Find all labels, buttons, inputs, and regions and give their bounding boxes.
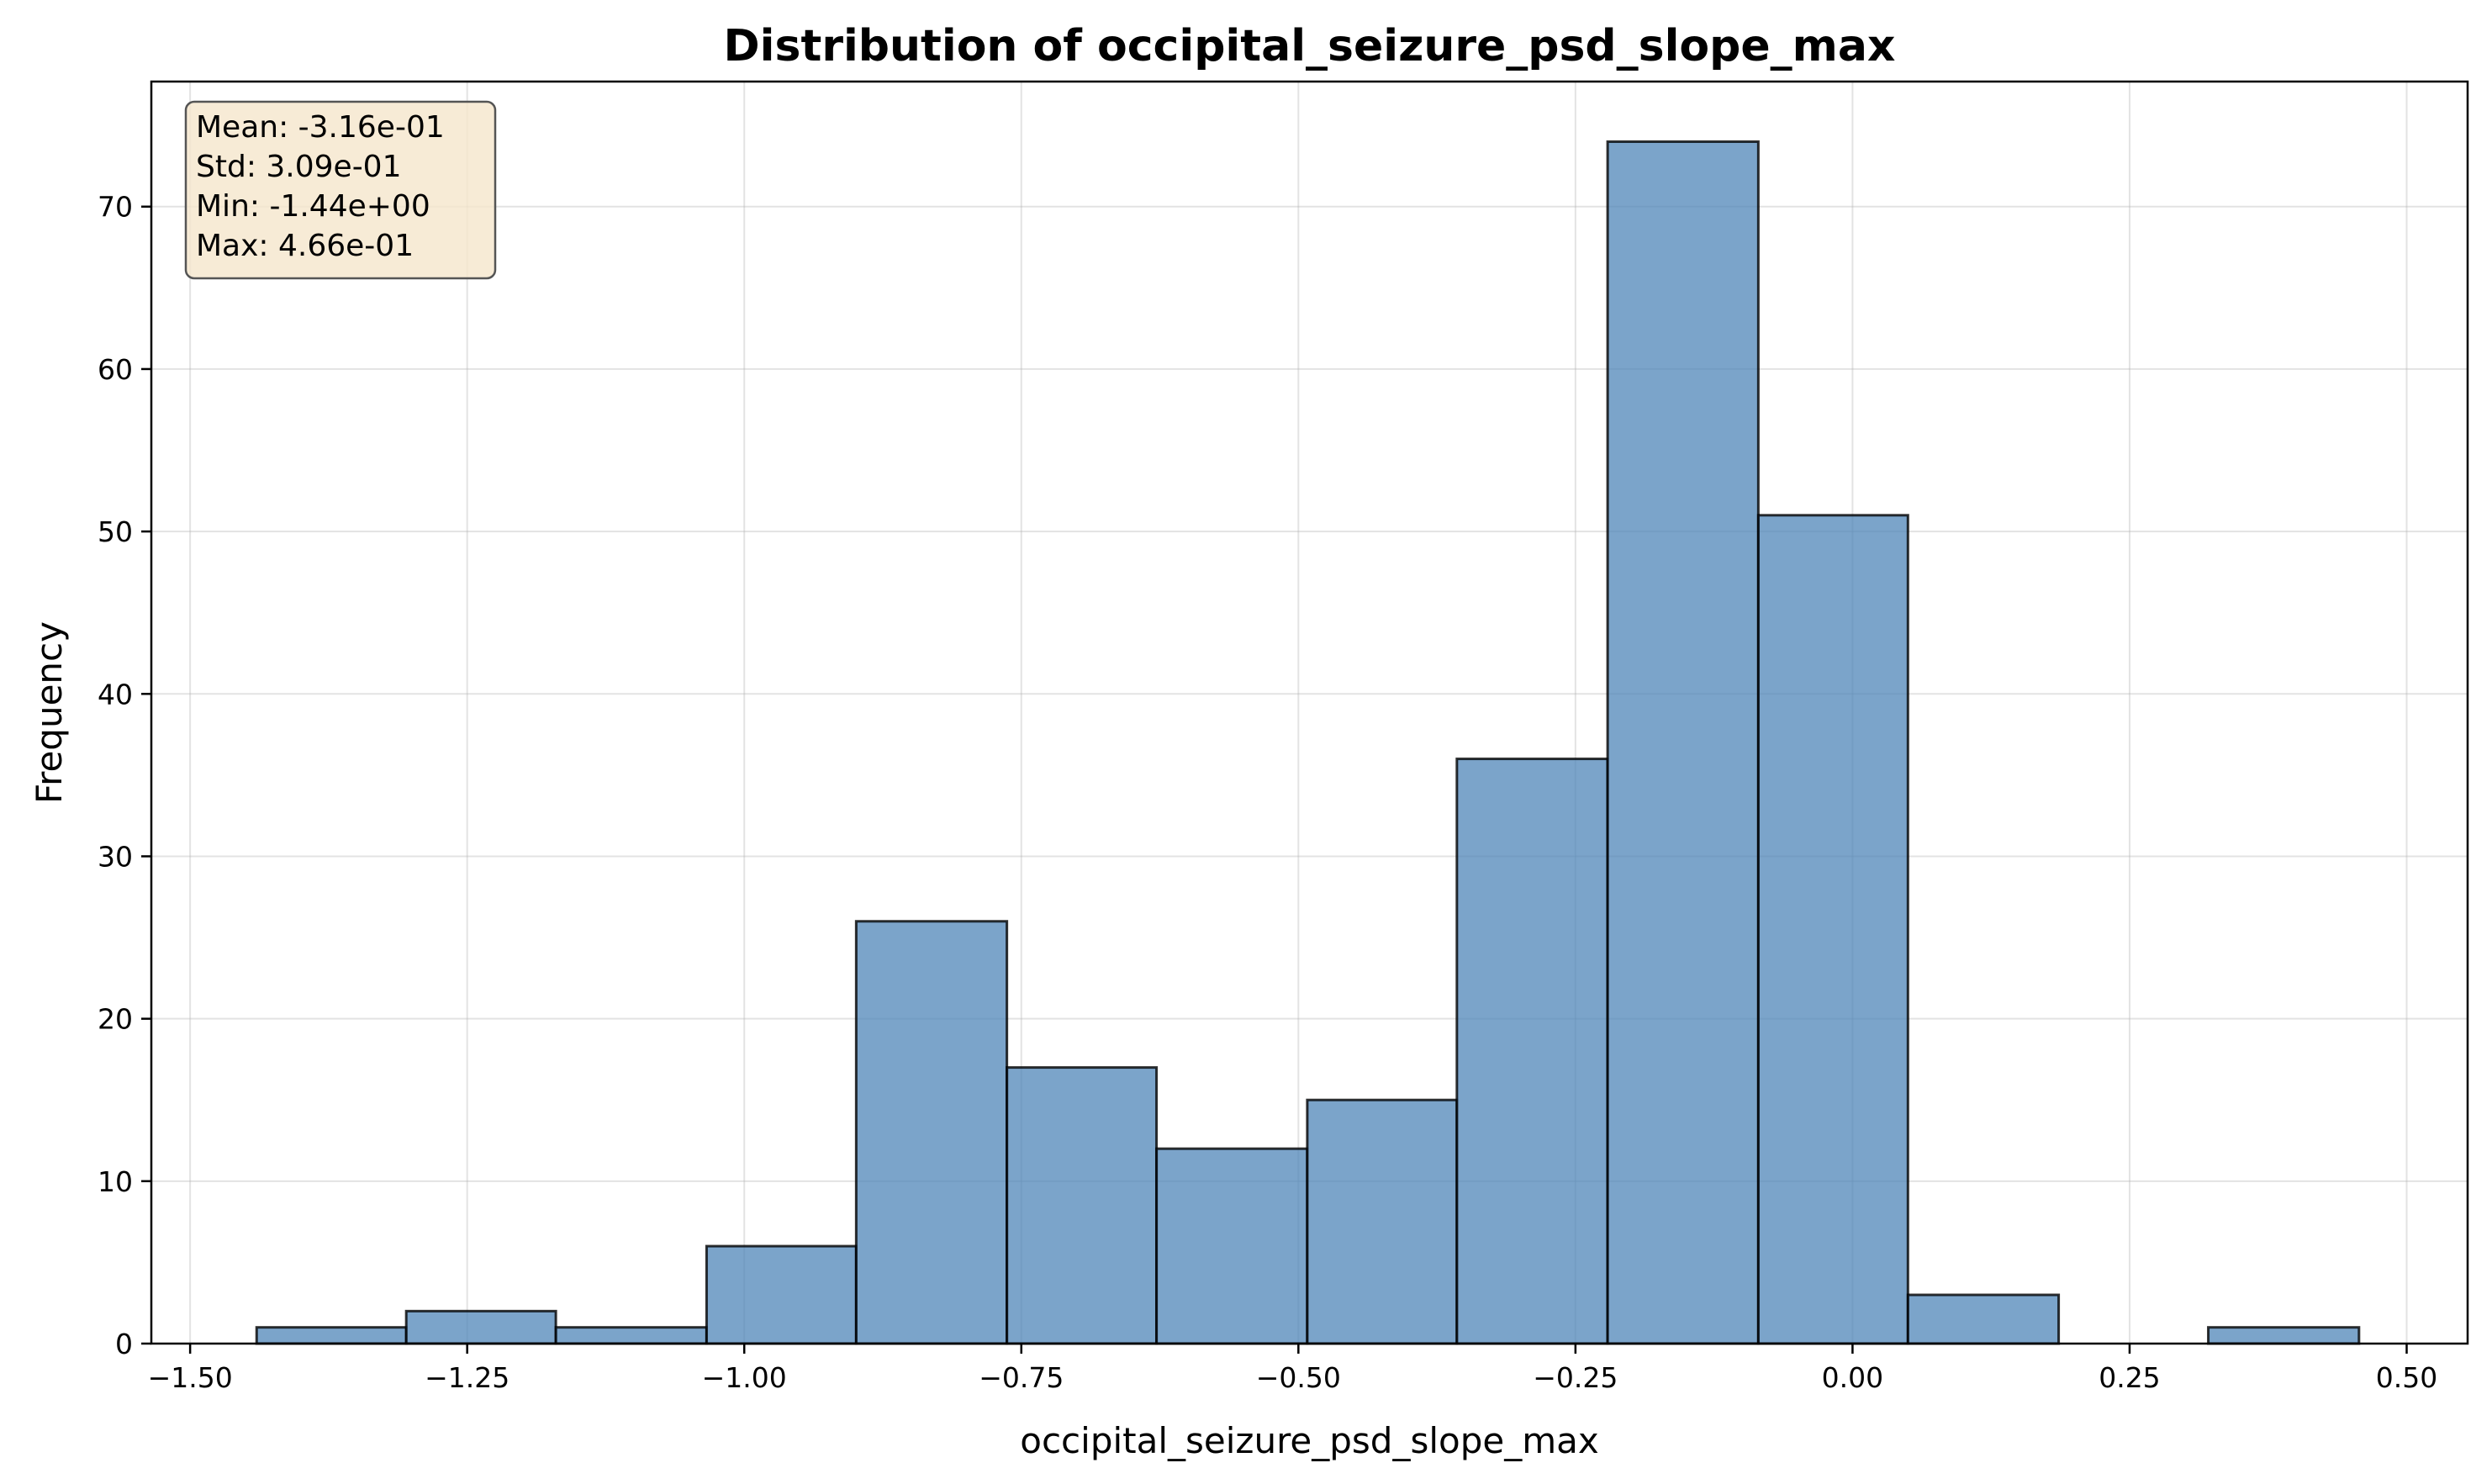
y-tick-label: 0 [115, 1328, 133, 1360]
histogram-bar [705, 1244, 858, 1345]
x-tick-label: −0.75 [979, 1361, 1064, 1394]
stats-max: Max: 4.66e-01 [196, 229, 414, 263]
x-tick-label: −1.50 [148, 1361, 233, 1394]
x-axis-label: occipital_seizure_psd_slope_max [1020, 1420, 1598, 1461]
y-axis-label: Frequency [29, 621, 70, 804]
x-tick-label: −1.00 [702, 1361, 787, 1394]
histogram-bar [1155, 1147, 1309, 1345]
x-tick-label: 0.00 [1822, 1361, 1883, 1394]
y-tick-label: 70 [98, 191, 133, 224]
histogram-bar [2207, 1326, 2361, 1345]
grid-lines [151, 82, 2468, 1344]
histogram-bar [404, 1309, 557, 1345]
stats-std: Std: 3.09e-01 [196, 150, 402, 184]
stats-mean: Mean: -3.16e-01 [196, 110, 445, 145]
histogram-bar [1906, 1293, 2061, 1345]
histogram-bar [1306, 1098, 1459, 1345]
x-tick-label: −1.25 [425, 1361, 509, 1394]
y-tick-label: 10 [98, 1165, 133, 1198]
histogram-bar [1455, 758, 1609, 1345]
x-tick-label: 0.25 [2099, 1361, 2160, 1394]
y-tick-label: 60 [98, 353, 133, 386]
histogram-bar [1756, 514, 1909, 1345]
histogram-bar [255, 1326, 408, 1345]
histogram-bar [1006, 1066, 1159, 1345]
histogram-bar [854, 920, 1009, 1345]
x-tick-label: −0.50 [1256, 1361, 1341, 1394]
y-tick-label: 40 [98, 678, 133, 710]
x-axis-ticks: −1.50 −1.25 −1.00 −0.75 −0.50 −0.25 0.00 0.25 0.… [148, 1344, 2437, 1394]
stats-min: Min: -1.44e+00 [196, 189, 430, 224]
stats-box-background [184, 100, 497, 280]
chart-title: Distribution of occipital_seizure_psd_sl… [724, 21, 1896, 71]
stats-box: Mean: -3.16e-01 Std: 3.09e-01 Min: -1.44… [184, 100, 497, 280]
y-tick-label: 20 [98, 1003, 133, 1036]
histogram-bars [255, 140, 2361, 1345]
y-tick-label: 50 [98, 515, 133, 548]
x-tick-label: −0.25 [1533, 1361, 1618, 1394]
x-tick-label: 0.50 [2376, 1361, 2437, 1394]
plot-frame [150, 80, 2469, 1345]
y-tick-label: 30 [98, 840, 133, 873]
y-axis-ticks: 0 10 20 30 40 50 60 70 [98, 191, 151, 1360]
histogram-bar [554, 1326, 708, 1345]
histogram-bar [1606, 140, 1760, 1345]
